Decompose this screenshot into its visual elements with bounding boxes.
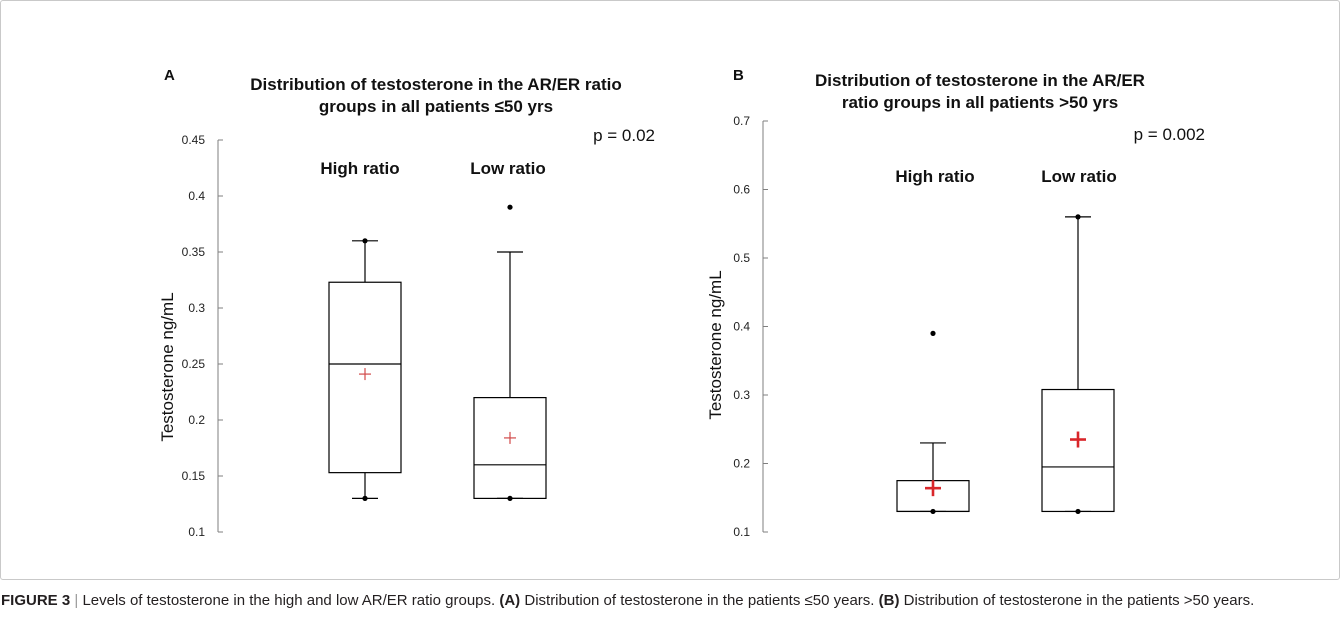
panel-b-group-label-high: High ratio bbox=[895, 167, 974, 186]
panel-b-group-label-low: Low ratio bbox=[1041, 167, 1117, 186]
caption-figure-label: FIGURE 3 bbox=[1, 592, 71, 609]
panel-a-low-point bbox=[507, 495, 513, 501]
panel-b-y-tick-label: 0.1 bbox=[733, 525, 750, 539]
panel-b-y-tick-label: 0.2 bbox=[733, 457, 750, 471]
panel-b: B Distribution of testosterone in the AR… bbox=[706, 67, 1205, 539]
panel-b-y-tick-label: 0.5 bbox=[733, 251, 750, 265]
caption-a-text: Distribution of testosterone in the pati… bbox=[524, 592, 875, 609]
panel-a-y-tick-label: 0.15 bbox=[182, 469, 206, 483]
panel-a-title-line1: Distribution of testosterone in the AR/E… bbox=[250, 75, 622, 94]
panel-a-title-line2: groups in all patients ≤50 yrs bbox=[319, 97, 553, 116]
panel-a-y-tick-label: 0.2 bbox=[188, 413, 205, 427]
panel-a-y-tick-label: 0.35 bbox=[182, 245, 206, 259]
panel-a-p-value: p = 0.02 bbox=[593, 126, 655, 145]
panel-a-y-tick-label: 0.25 bbox=[182, 357, 206, 371]
panel-a-y-tick-label: 0.4 bbox=[188, 189, 205, 203]
panel-b-y-tick-label: 0.3 bbox=[733, 388, 750, 402]
panel-b-p-value: p = 0.002 bbox=[1134, 125, 1205, 144]
panel-b-low-point bbox=[1075, 508, 1081, 515]
panel-a-y-tick-label: 0.1 bbox=[188, 525, 205, 539]
panel-a-low-box bbox=[473, 397, 547, 500]
panel-a-y-tick-label: 0.3 bbox=[188, 301, 205, 315]
panel-a: A Distribution of testosterone in the AR… bbox=[158, 67, 655, 539]
panel-b-marks bbox=[896, 214, 1115, 515]
panel-b-title-line1: Distribution of testosterone in the AR/E… bbox=[815, 71, 1145, 90]
figure-frame bbox=[0, 0, 1340, 580]
panel-b-title-line2: ratio groups in all patients >50 yrs bbox=[842, 93, 1118, 112]
panel-b-y-tick-label: 0.6 bbox=[733, 183, 750, 197]
panel-a-high-point bbox=[362, 238, 368, 244]
panel-a-group-label-low: Low ratio bbox=[470, 159, 546, 178]
caption-separator: | bbox=[74, 592, 79, 609]
panel-a-high-box bbox=[328, 281, 402, 474]
panel-a-label: A bbox=[164, 67, 175, 84]
figure-plots: A Distribution of testosterone in the AR… bbox=[158, 67, 1205, 539]
panel-b-low-point bbox=[1075, 214, 1081, 220]
panel-a-group-label-high: High ratio bbox=[320, 159, 399, 178]
panel-b-high-outlier bbox=[930, 330, 936, 336]
panel-a-marks bbox=[328, 204, 547, 501]
panel-a-y-axis: 0.1 0.15 0.2 0.25 0.3 0.35 0.4 0.45 bbox=[182, 133, 223, 539]
figure-caption: FIGURE 3 | Levels of testosterone in the… bbox=[1, 590, 1337, 612]
caption-intro: Levels of testosterone in the high and l… bbox=[82, 592, 496, 609]
panel-a-high-point bbox=[362, 495, 368, 501]
panel-b-high-point bbox=[930, 508, 936, 515]
panel-b-y-tick-label: 0.4 bbox=[733, 320, 750, 334]
panel-b-y-axis-label: Testosterone ng/mL bbox=[706, 270, 725, 419]
panel-a-y-tick-label: 0.45 bbox=[182, 133, 206, 147]
panel-a-y-axis-label: Testosterone ng/mL bbox=[158, 292, 177, 441]
panel-b-label: B bbox=[733, 67, 744, 84]
panel-b-low-box bbox=[1041, 388, 1115, 513]
panel-b-y-tick-label: 0.7 bbox=[733, 114, 750, 128]
caption-b-label: (B) bbox=[878, 592, 900, 609]
panel-a-low-outlier bbox=[507, 204, 513, 210]
caption-a-label: (A) bbox=[499, 592, 521, 609]
caption-b-text: Distribution of testosterone in the pati… bbox=[903, 592, 1255, 609]
panel-b-y-axis: 0.1 0.2 0.3 0.4 0.5 0.6 0.7 bbox=[733, 114, 768, 539]
